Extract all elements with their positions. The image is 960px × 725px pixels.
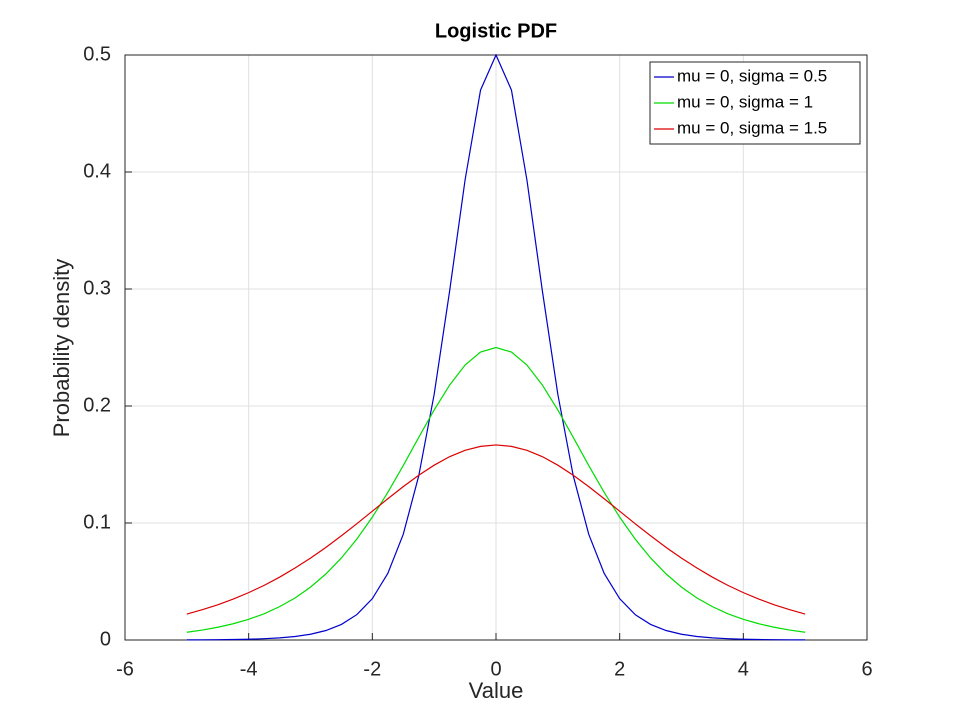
legend-label: mu = 0, sigma = 1 <box>677 92 813 111</box>
x-tick-label: 4 <box>738 658 749 680</box>
legend-label: mu = 0, sigma = 1.5 <box>677 118 827 137</box>
x-tick-label: 2 <box>614 658 625 680</box>
x-tick-label: 6 <box>861 658 872 680</box>
legend-label: mu = 0, sigma = 0.5 <box>677 66 827 85</box>
data-line <box>186 444 806 615</box>
y-tick-label: 0 <box>100 628 111 650</box>
x-tick-label: -2 <box>363 658 381 680</box>
y-tick-label: 0.5 <box>83 43 111 65</box>
data-line <box>186 53 806 641</box>
y-tick-label: 0.4 <box>83 160 111 182</box>
y-axis-label: Probability density <box>49 259 74 438</box>
y-tick-label: 0.2 <box>83 394 111 416</box>
y-tick-label: 0.1 <box>83 511 111 533</box>
legend-box <box>649 61 861 145</box>
chart-title: Logistic PDF <box>435 20 557 42</box>
x-tick-label: -4 <box>240 658 258 680</box>
x-axis-label: Value <box>469 678 524 703</box>
x-tick-label: -6 <box>116 658 134 680</box>
data-line <box>186 346 806 633</box>
x-tick-label: 0 <box>490 658 501 680</box>
y-tick-label: 0.3 <box>83 277 111 299</box>
